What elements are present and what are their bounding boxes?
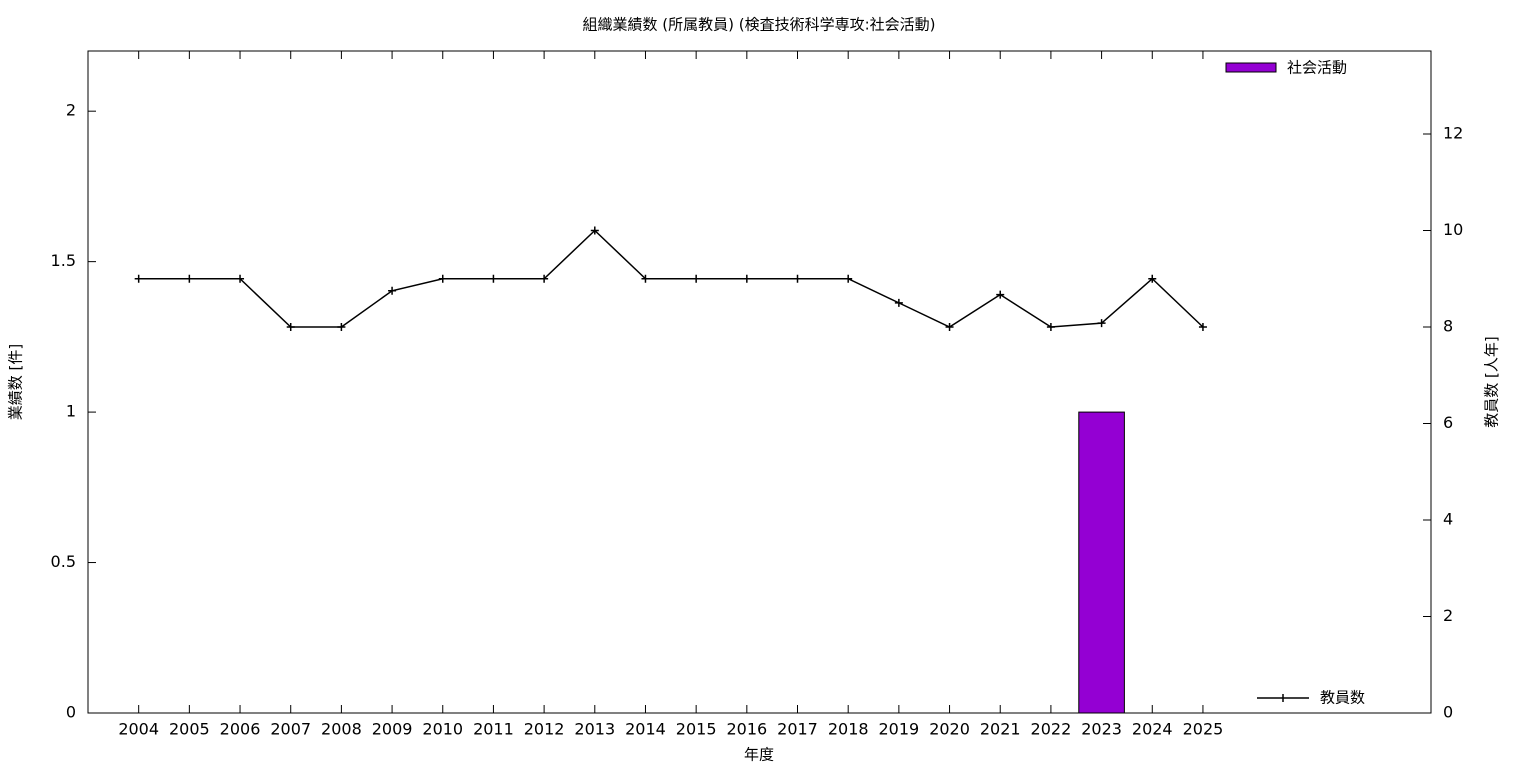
point — [894, 298, 903, 307]
y2-axis-label: 教員数 [人年] — [1483, 336, 1501, 427]
y2-tick-label: 12 — [1443, 123, 1463, 142]
legend-label: 社会活動 — [1287, 59, 1347, 77]
x-tick-label: 2019 — [879, 720, 920, 739]
legend-label: 教員数 — [1320, 689, 1365, 707]
x-tick-label: 2013 — [574, 720, 615, 739]
x-tick-label: 2010 — [422, 720, 463, 739]
x-tick-label: 2007 — [270, 720, 311, 739]
point — [692, 274, 701, 283]
point — [945, 322, 954, 331]
x-tick-label: 2006 — [220, 720, 261, 739]
x-tick-label: 2014 — [625, 720, 666, 739]
point — [1198, 322, 1207, 331]
point — [1046, 322, 1055, 331]
x-tick-label: 2022 — [1031, 720, 1072, 739]
point — [286, 322, 295, 331]
point — [996, 290, 1005, 299]
y-tick-label: 1.5 — [51, 251, 76, 270]
x-tick-label: 2024 — [1132, 720, 1173, 739]
y-tick-label: 1 — [66, 402, 76, 421]
point — [742, 274, 751, 283]
point — [388, 286, 397, 295]
legend-symbol — [1257, 694, 1309, 702]
line — [138, 229, 1204, 328]
y2-tick-label: 4 — [1443, 509, 1453, 528]
point — [236, 274, 245, 283]
point — [489, 274, 498, 283]
x-tick-label: 2020 — [929, 720, 970, 739]
point — [793, 274, 802, 283]
point — [337, 322, 346, 331]
legend-swatch — [1225, 62, 1277, 73]
point — [1097, 319, 1106, 328]
chart-title: 組織業績数 (所属教員) (検査技術科学専攻:社会活動) — [582, 16, 935, 34]
x-tick-label: 2005 — [169, 720, 210, 739]
x-tick-label: 2023 — [1081, 720, 1122, 739]
x-tick-label: 2004 — [118, 720, 159, 739]
y2-tick-label: 10 — [1443, 220, 1463, 239]
y-tick-label: 0.5 — [51, 552, 76, 571]
point — [1148, 274, 1157, 283]
x-tick-label: 2012 — [524, 720, 565, 739]
x-tick-label: 2021 — [980, 720, 1021, 739]
x-tick-label: 2018 — [828, 720, 869, 739]
y-tick-label: 0 — [66, 703, 76, 722]
y-axis-label: 業績数 [件] — [7, 344, 25, 420]
x-tick-label: 2025 — [1183, 720, 1224, 739]
x-tick-label: 2017 — [777, 720, 818, 739]
point — [641, 274, 650, 283]
x-tick-label: 2008 — [321, 720, 362, 739]
y2-tick-label: 6 — [1443, 413, 1453, 432]
point — [590, 226, 599, 235]
point — [540, 274, 549, 283]
x-axis-label: 年度 — [744, 746, 774, 764]
plot-frame — [87, 50, 1432, 714]
y2-tick-label: 0 — [1443, 703, 1453, 722]
x-tick-label: 2016 — [726, 720, 767, 739]
x-tick-label: 2009 — [372, 720, 413, 739]
y2-tick-label: 2 — [1443, 606, 1453, 625]
x-tick-label: 2015 — [676, 720, 717, 739]
y-tick-label: 2 — [66, 101, 76, 120]
x-tick-label: 2011 — [473, 720, 514, 739]
point — [185, 274, 194, 283]
point — [438, 274, 447, 283]
y2-tick-label: 8 — [1443, 316, 1453, 335]
point — [134, 274, 143, 283]
point — [844, 274, 853, 283]
bar — [1078, 411, 1125, 714]
